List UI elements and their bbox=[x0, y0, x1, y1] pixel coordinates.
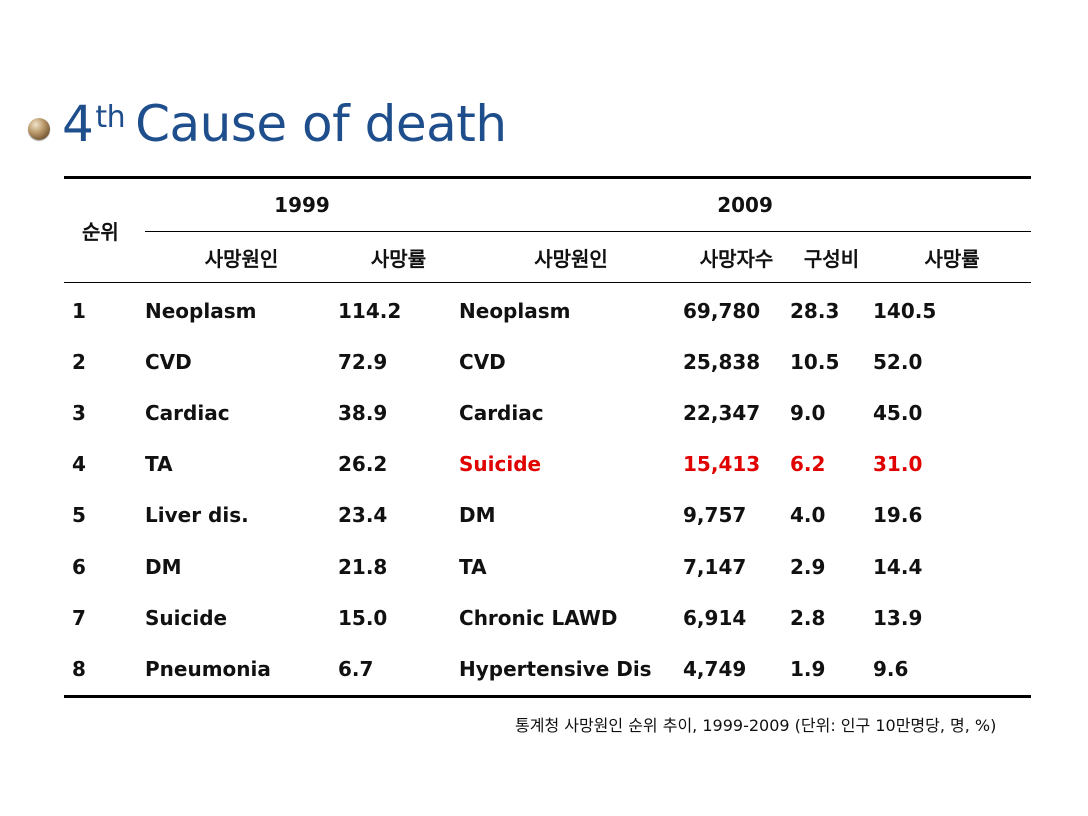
rate-1999-cell: 26.2 bbox=[338, 452, 388, 477]
cause-2009-cell: Chronic LAWD bbox=[459, 605, 618, 630]
rank-cell: 3 bbox=[72, 400, 86, 425]
deaths-2009-cell: 15,413 bbox=[683, 452, 761, 477]
rate-2009-cell: 9.6 bbox=[873, 656, 909, 681]
source-note: 통계청 사망원인 순위 추이, 1999-2009 (단위: 인구 10만명당,… bbox=[515, 716, 997, 735]
rate-1999-cell: 72.9 bbox=[338, 349, 388, 374]
year-2009-header: 2009 bbox=[459, 177, 1032, 232]
rate-1999-cell: 15.0 bbox=[338, 605, 388, 630]
title-ordinal-suffix: th bbox=[95, 100, 126, 135]
header-2009-rate: 사망률 bbox=[873, 231, 1032, 283]
table-row: 6 DM 21.8 TA 7,147 2.9 14.4 bbox=[64, 541, 1031, 592]
rank-cell: 5 bbox=[72, 503, 86, 528]
cause-2009-cell: Neoplasm bbox=[459, 298, 571, 323]
deaths-2009-cell: 25,838 bbox=[683, 349, 761, 374]
cause-2009-cell: DM bbox=[459, 503, 496, 528]
slide-title-row: 4th Cause of death bbox=[28, 88, 507, 160]
rank-cell: 7 bbox=[72, 605, 86, 630]
cause-1999-cell: CVD bbox=[145, 349, 192, 374]
deaths-2009-cell: 4,749 bbox=[683, 656, 747, 681]
rate-2009-cell: 19.6 bbox=[873, 503, 923, 528]
header-2009-deaths: 사망자수 bbox=[683, 231, 791, 283]
rate-2009-cell: 52.0 bbox=[873, 349, 923, 374]
header-2009-cause: 사망원인 bbox=[459, 231, 684, 283]
title-number: 4 bbox=[62, 95, 94, 153]
deaths-2009-cell: 69,780 bbox=[683, 298, 761, 323]
header-2009-share: 구성비 bbox=[790, 231, 874, 283]
rate-2009-cell: 45.0 bbox=[873, 400, 923, 425]
rank-cell: 1 bbox=[72, 298, 86, 323]
table-row: 7 Suicide 15.0 Chronic LAWD 6,914 2.8 13.9 bbox=[64, 592, 1031, 643]
share-2009-cell: 9.0 bbox=[790, 400, 826, 425]
rate-1999-cell: 21.8 bbox=[338, 554, 388, 579]
bronze-sphere-bullet-icon bbox=[28, 118, 50, 140]
rate-1999-cell: 6.7 bbox=[338, 656, 374, 681]
header-1999-cause: 사망원인 bbox=[145, 231, 338, 283]
cause-1999-cell: DM bbox=[145, 554, 182, 579]
rate-2009-cell: 31.0 bbox=[873, 452, 923, 477]
deaths-2009-cell: 22,347 bbox=[683, 400, 761, 425]
cause-1999-cell: Cardiac bbox=[145, 400, 230, 425]
cause-of-death-table-container: 순위 1999 2009 사망원인 사망률 사망원인 사망자수 구성비 사망률 … bbox=[64, 176, 1032, 698]
rank-cell: 8 bbox=[72, 656, 86, 681]
deaths-2009-cell: 7,147 bbox=[683, 554, 747, 579]
cause-2009-cell: CVD bbox=[459, 349, 506, 374]
rate-2009-cell: 140.5 bbox=[873, 298, 937, 323]
cause-2009-cell: Suicide bbox=[459, 452, 542, 477]
rate-1999-cell: 23.4 bbox=[338, 503, 388, 528]
share-2009-cell: 1.9 bbox=[790, 656, 826, 681]
cause-1999-cell: Liver dis. bbox=[145, 503, 249, 528]
rank-cell: 6 bbox=[72, 554, 86, 579]
title-text: Cause of death bbox=[135, 95, 507, 153]
cause-2009-cell: Cardiac bbox=[459, 400, 544, 425]
rank-cell: 4 bbox=[72, 452, 86, 477]
rate-2009-cell: 13.9 bbox=[873, 605, 923, 630]
share-2009-cell: 2.8 bbox=[790, 605, 826, 630]
table-row: 2 CVD 72.9 CVD 25,838 10.5 52.0 bbox=[64, 336, 1031, 387]
share-2009-cell: 2.9 bbox=[790, 554, 826, 579]
rate-1999-cell: 114.2 bbox=[338, 298, 402, 323]
share-2009-cell: 28.3 bbox=[790, 298, 840, 323]
year-1999-header: 1999 bbox=[145, 177, 460, 232]
header-1999-rate: 사망률 bbox=[338, 231, 460, 283]
share-2009-cell: 6.2 bbox=[790, 452, 826, 477]
rank-header: 순위 bbox=[64, 177, 145, 283]
table-row: 4 TA 26.2 Suicide 15,413 6.2 31.0 bbox=[64, 439, 1031, 490]
table-row: 5 Liver dis. 23.4 DM 9,757 4.0 19.6 bbox=[64, 490, 1031, 541]
cause-1999-cell: TA bbox=[145, 452, 173, 477]
slide-title: 4th Cause of death bbox=[62, 88, 507, 160]
cause-1999-cell: Suicide bbox=[145, 605, 228, 630]
cause-2009-cell: Hypertensive Dis bbox=[459, 656, 652, 681]
deaths-2009-cell: 6,914 bbox=[683, 605, 747, 630]
cause-1999-cell: Neoplasm bbox=[145, 298, 257, 323]
rank-cell: 2 bbox=[72, 349, 86, 374]
table-row: 1 Neoplasm 114.2 Neoplasm 69,780 28.3 140.5 bbox=[64, 283, 1031, 337]
cause-2009-cell: TA bbox=[459, 554, 487, 579]
rate-2009-cell: 14.4 bbox=[873, 554, 923, 579]
table-row: 3 Cardiac 38.9 Cardiac 22,347 9.0 45.0 bbox=[64, 387, 1031, 438]
share-2009-cell: 10.5 bbox=[790, 349, 840, 374]
share-2009-cell: 4.0 bbox=[790, 503, 826, 528]
cause-1999-cell: Pneumonia bbox=[145, 656, 271, 681]
cause-of-death-table: 순위 1999 2009 사망원인 사망률 사망원인 사망자수 구성비 사망률 … bbox=[64, 176, 1032, 698]
table-row: 8 Pneumonia 6.7 Hypertensive Dis 4,749 1.9 9.6 bbox=[64, 643, 1031, 696]
deaths-2009-cell: 9,757 bbox=[683, 503, 747, 528]
rate-1999-cell: 38.9 bbox=[338, 400, 388, 425]
